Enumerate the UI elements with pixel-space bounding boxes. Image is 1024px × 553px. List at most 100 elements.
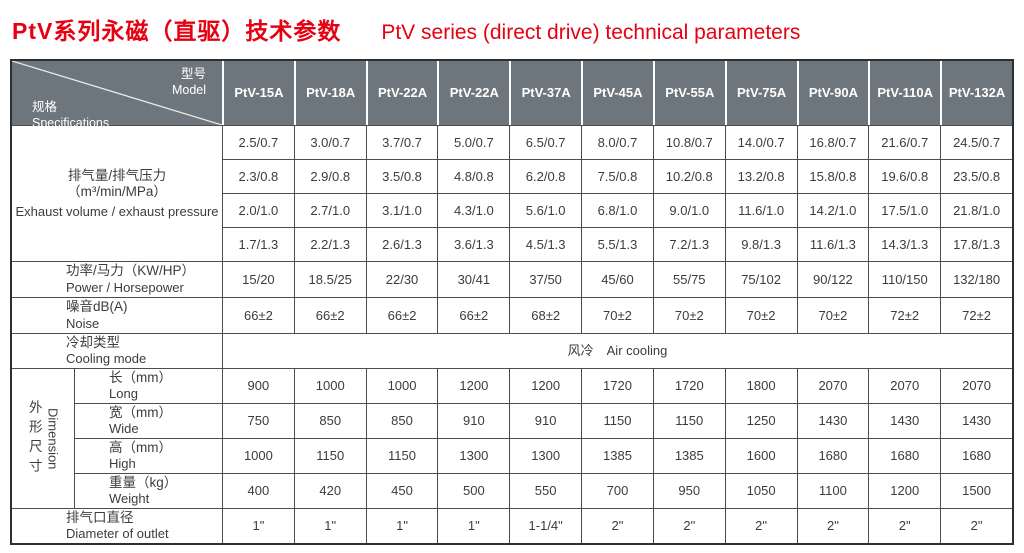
value-cell: 3.5/0.8 (365, 159, 438, 193)
title-en: PtV series (direct drive) technical para… (381, 21, 801, 44)
corner-cell: 型号 Model 规格 Specifications (12, 61, 222, 130)
noise-label-zh: 噪音dB(A) (66, 299, 128, 315)
value-cell: 1385 (652, 438, 725, 473)
value-cell: 1.7/1.3 (222, 227, 294, 261)
value-cell: 500 (437, 473, 510, 508)
model-header: PtV-45A (581, 61, 653, 125)
value-cell: 1200 (868, 473, 941, 508)
noise-row: 噪音dB(A) Noise 66±2 66±2 66±2 66±2 68±2 70±2 70… (12, 297, 1012, 333)
value-cell: 1000 (293, 368, 366, 403)
value-cell: 1430 (868, 403, 941, 438)
value-cell: 1-1/4" (509, 508, 582, 543)
model-header: PtV-18A (293, 61, 366, 125)
diagonal-divider-line (12, 61, 222, 125)
dimension-weight-zh: 重量（kg） (109, 474, 178, 490)
value-cell: 2" (581, 508, 653, 543)
power-row: 功率/马力（KW/HP） Power / Horsepower 15/20 18.… (12, 261, 1012, 297)
power-label: 功率/马力（KW/HP） Power / Horsepower (12, 261, 222, 297)
value-cell: 10.8/0.7 (652, 125, 725, 159)
parameters-table-wrapper: 型号 Model 规格 Specifications PtV-15A PtV-18… (10, 59, 1014, 545)
value-cell: 5.6/1.0 (509, 193, 582, 227)
cooling-label: 冷却类型 Cooling mode (12, 333, 222, 368)
value-cell: 1680 (796, 438, 869, 473)
value-cell: 3.6/1.3 (437, 227, 510, 261)
value-cell: 17.5/1.0 (868, 193, 941, 227)
value-cell: 23.5/0.8 (940, 159, 1012, 193)
value-cell: 37/50 (509, 261, 582, 297)
value-cell: 5.5/1.3 (581, 227, 653, 261)
value-cell: 72±2 (940, 297, 1012, 333)
model-header: PtV-90A (796, 61, 869, 125)
exhaust-row-1.0MPa: 2.0/1.0 2.7/1.0 3.1/1.0 4.3/1.0 5.6/1.0 6.8/1… (12, 193, 1012, 227)
value-cell: 19.6/0.8 (868, 159, 941, 193)
dimension-wide-zh: 宽（mm） (109, 404, 172, 420)
value-cell: 22/30 (365, 261, 438, 297)
exhaust-row-1.3MPa: 1.7/1.3 2.2/1.3 2.6/1.3 3.6/1.3 4.5/1.3 5.5/1… (12, 227, 1012, 261)
value-cell: 14.3/1.3 (868, 227, 941, 261)
title-zh: PtV系列永磁（直驱）技术参数 (12, 18, 342, 44)
value-cell: 2070 (796, 368, 869, 403)
value-cell: 21.6/0.7 (868, 125, 941, 159)
exhaust-label-unit: （m³/min/MPa） (67, 184, 167, 200)
value-cell: 8.0/0.7 (581, 125, 653, 159)
dimension-row-weight: 重量（kg） Weight 400 420 450 500 550 700 950 1050 1… (12, 473, 1012, 508)
value-cell: 70±2 (581, 297, 653, 333)
value-cell: 4.5/1.3 (509, 227, 582, 261)
value-cell: 7.5/0.8 (581, 159, 653, 193)
model-header: PtV-15A (222, 61, 294, 125)
value-cell: 4.8/0.8 (437, 159, 510, 193)
value-cell: 1720 (652, 368, 725, 403)
value-cell: 1150 (652, 403, 725, 438)
value-cell: 2070 (940, 368, 1012, 403)
value-cell: 132/180 (940, 261, 1012, 297)
power-label-en: Power / Horsepower (66, 279, 184, 295)
model-header: PtV-110A (868, 61, 941, 125)
dimension-long-en: Long (109, 386, 138, 402)
value-cell: 700 (581, 473, 653, 508)
dimension-group-en: Dimension (45, 407, 61, 470)
value-cell: 45/60 (581, 261, 653, 297)
value-cell: 11.6/1.3 (796, 227, 869, 261)
value-cell: 420 (293, 473, 366, 508)
corner-cell-inner: 型号 Model 规格 Specifications (12, 61, 222, 130)
value-cell: 6.8/1.0 (581, 193, 653, 227)
outlet-label-zh: 排气口直径 (66, 509, 134, 525)
value-cell: 750 (222, 403, 294, 438)
value-cell: 1" (293, 508, 366, 543)
value-cell: 10.2/0.8 (652, 159, 725, 193)
value-cell: 2.9/0.8 (293, 159, 366, 193)
value-cell: 2.2/1.3 (293, 227, 366, 261)
dimension-group-wrap: 外形尺寸 Dimension (12, 400, 74, 478)
value-cell: 2" (796, 508, 869, 543)
corner-spec-label: 规格 Specifications (12, 99, 222, 137)
value-cell: 75/102 (724, 261, 797, 297)
dimension-weight-en: Weight (109, 491, 150, 507)
value-cell: 70±2 (724, 297, 797, 333)
value-cell: 5.0/0.7 (437, 125, 510, 159)
value-cell: 2.7/1.0 (293, 193, 366, 227)
value-cell: 17.8/1.3 (940, 227, 1012, 261)
value-cell: 68±2 (509, 297, 582, 333)
value-cell: 1500 (940, 473, 1012, 508)
value-cell: 1050 (724, 473, 797, 508)
value-cell: 1150 (581, 403, 653, 438)
dimension-wide-en: Wide (109, 421, 139, 437)
value-cell: 18.5/25 (293, 261, 366, 297)
value-cell: 6.2/0.8 (509, 159, 582, 193)
parameters-table: 型号 Model 规格 Specifications PtV-15A PtV-18… (12, 61, 1012, 543)
value-cell: 910 (509, 403, 582, 438)
cooling-label-en: Cooling mode (66, 351, 147, 367)
cooling-row: 冷却类型 Cooling mode 风冷 Air cooling (12, 333, 1012, 368)
value-cell: 1200 (509, 368, 582, 403)
outlet-label-en: Diameter of outlet (66, 526, 169, 542)
cooling-label-zh: 冷却类型 (66, 334, 120, 350)
value-cell: 2070 (868, 368, 941, 403)
value-cell: 15/20 (222, 261, 294, 297)
value-cell: 1720 (581, 368, 653, 403)
value-cell: 1800 (724, 368, 797, 403)
value-cell: 1" (222, 508, 294, 543)
outlet-label: 排气口直径 Diameter of outlet (12, 508, 222, 543)
corner-spec-en: Specifications (32, 115, 110, 130)
noise-label-en: Noise (66, 315, 100, 331)
